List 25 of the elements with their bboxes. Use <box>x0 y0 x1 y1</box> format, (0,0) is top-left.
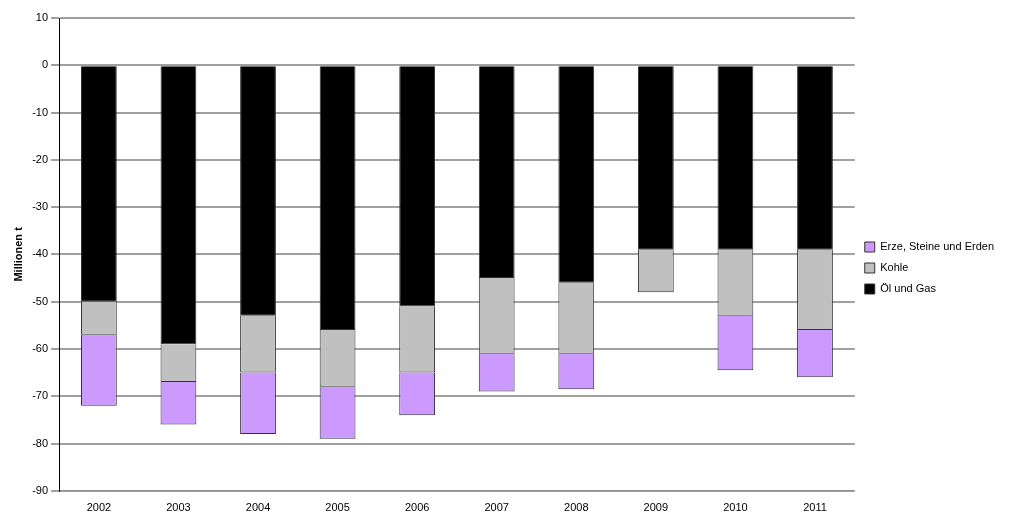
y-tick-label: -50 <box>32 294 49 307</box>
y-tick-label: -30 <box>32 200 49 213</box>
legend-label: Kohle <box>880 261 909 274</box>
y-axis-title: Millionen t <box>11 226 24 282</box>
y-tick-label: 0 <box>41 58 49 71</box>
legend-label: Erze, Steine und Erden <box>880 240 995 253</box>
y-tick-label: -40 <box>32 247 49 260</box>
x-tick-label: 2002 <box>86 501 112 514</box>
y-tick-label: -80 <box>32 436 49 449</box>
y-tick-label: -90 <box>32 483 49 496</box>
x-tick-label: 2011 <box>803 501 827 514</box>
x-tick-label: 2008 <box>564 501 589 514</box>
x-tick-label: 2003 <box>166 501 191 514</box>
x-tick-label: 2009 <box>643 501 669 514</box>
y-tick-label: -10 <box>32 105 49 118</box>
x-tick-label: 2004 <box>245 501 271 514</box>
y-tick-label: -70 <box>32 389 49 402</box>
y-tick-label: -20 <box>32 152 49 165</box>
x-tick-label: 2007 <box>484 501 509 514</box>
legend-label: Öl und Gas <box>880 282 937 295</box>
y-tick-label: -60 <box>32 341 49 354</box>
x-tick-label: 2010 <box>723 501 748 514</box>
x-tick-label: 2006 <box>404 501 430 514</box>
x-tick-label: 2005 <box>325 501 350 514</box>
y-tick-label: 10 <box>35 11 49 24</box>
